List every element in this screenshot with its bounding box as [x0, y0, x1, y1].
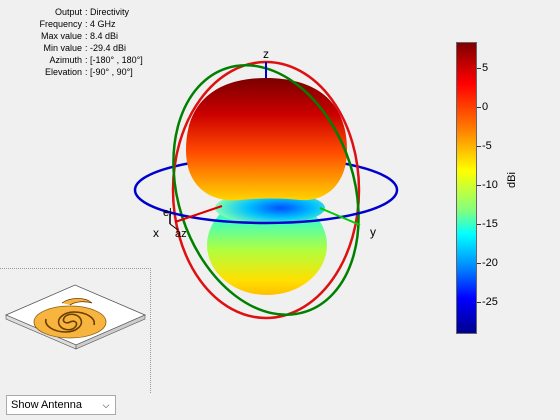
colorbar-tick-label: -25: [482, 296, 498, 308]
info-key: Frequency: [39, 19, 82, 29]
spiral-arm-1: [57, 311, 96, 331]
colorbar-tick-mark: [477, 224, 481, 225]
info-key: Max value: [40, 31, 82, 41]
info-row-frequency: Frequency: 4 GHz: [0, 18, 143, 30]
info-row-azimuth: Azimuth: [-180° , 180°]: [0, 54, 143, 66]
elevation-cut-green: [172, 64, 360, 316]
radiation-pattern-3d[interactable]: z y x el az: [120, 40, 420, 340]
info-row-max: Max value: 8.4 dBi: [0, 30, 143, 42]
axis-label-z: z: [263, 47, 269, 61]
spiral-top-arm: [61, 298, 93, 306]
info-key: Min value: [43, 43, 82, 53]
antenna-preview-panel: [0, 268, 151, 393]
colorbar-tick-mark: [477, 185, 481, 186]
info-value: : 4 GHz: [85, 19, 116, 29]
colorbar-tick-mark: [477, 107, 481, 108]
colorbar-tick-mark: [477, 68, 481, 69]
info-row-output: Output: Directivity: [0, 6, 143, 18]
axis-label-az: az: [175, 228, 187, 240]
view-select-dropdown[interactable]: Show Antenna ⌵: [6, 395, 116, 415]
upper-lobe: [186, 78, 347, 201]
colorbar-tick-mark: [477, 263, 481, 264]
view-select-value: Show Antenna: [11, 399, 82, 411]
colorbar-tick-mark: [477, 146, 481, 147]
spiral-antenna-icon[interactable]: [0, 269, 150, 393]
info-value: : [-180° , 180°]: [85, 55, 143, 65]
colorbar-tick-label: -5: [482, 140, 492, 152]
colorbar-tick-label: -15: [482, 218, 498, 230]
info-key: Output: [54, 7, 82, 17]
spiral-arm-2: [44, 313, 83, 333]
colorbar-tick-label: 0: [482, 101, 489, 113]
x-axis: [174, 205, 223, 223]
axis-label-y: y: [370, 225, 376, 239]
colorbar: [456, 42, 477, 334]
colorbar-unit-label: dBi: [506, 172, 518, 188]
triad-az-axis: [169, 223, 179, 231]
info-value: : 8.4 dBi: [85, 31, 119, 41]
pattern-neck: [215, 192, 325, 224]
colorbar-tick-label: 5: [482, 62, 489, 74]
info-value: : Directivity: [85, 7, 130, 17]
info-key: Azimuth: [49, 55, 82, 65]
y-axis: [319, 207, 361, 226]
info-row-min: Min value: -29.4 dBi: [0, 42, 143, 54]
ground-plane-side-right: [75, 314, 146, 350]
info-value: : -29.4 dBi: [85, 43, 127, 53]
chevron-down-icon[interactable]: ⌵: [102, 400, 110, 410]
axis-label-x: x: [153, 226, 159, 240]
info-row-elevation: Elevation: [-90° , 90°]: [0, 66, 143, 78]
info-key: Elevation: [44, 67, 82, 77]
colorbar-tick-mark: [477, 302, 481, 303]
info-panel: Output: Directivity Frequency: 4 GHz Max…: [0, 6, 143, 78]
azimuth-cut-front: [133, 189, 399, 225]
axis-label-el: el: [163, 207, 172, 219]
colorbar-tick-label: -10: [482, 179, 498, 191]
info-value: : [-90° , 90°]: [85, 67, 133, 77]
colorbar-tick-label: -20: [482, 257, 498, 269]
